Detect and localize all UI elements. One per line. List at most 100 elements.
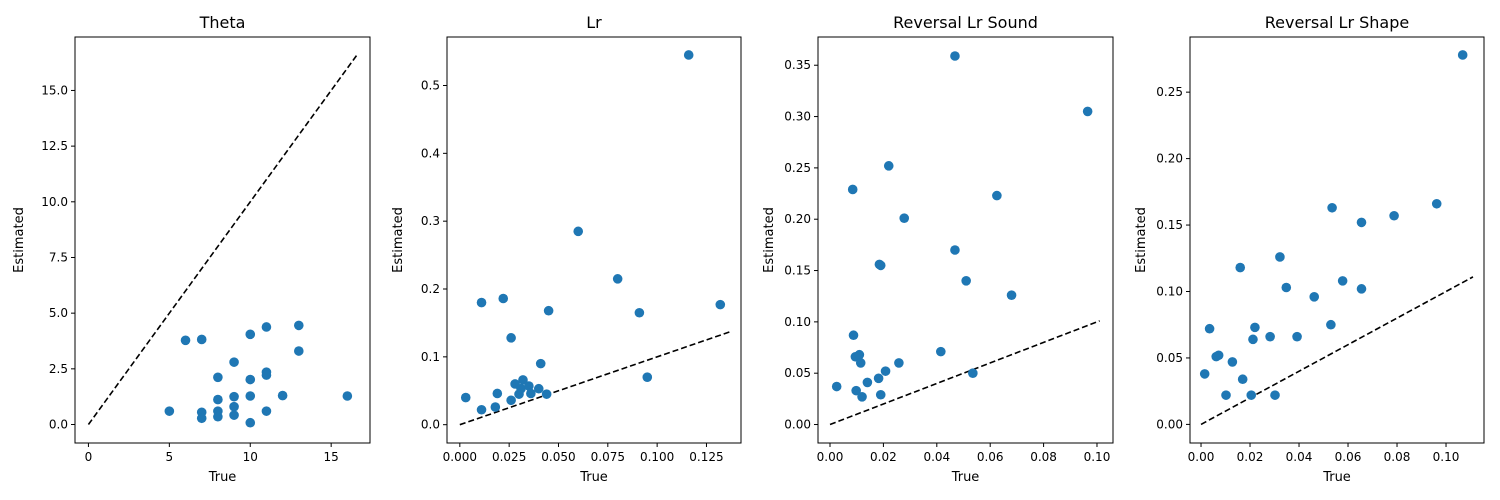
panel-title: Lr (586, 13, 602, 32)
x-tick-label: 5 (166, 450, 174, 464)
axes-frame (1189, 36, 1485, 444)
scatter-panel: Theta 0 5 10 15 0.0 2.5 5.0 7.5 10.0 12.5 15.0 True E… (12, 13, 371, 485)
data-point (992, 190, 1002, 201)
x-tick-label: 10 (243, 450, 258, 464)
x-tick-label: 0.050 (541, 450, 575, 464)
data-point (196, 334, 207, 345)
y-tick-label: 0.3 (421, 214, 440, 228)
x-tick-label: 15 (324, 450, 339, 464)
data-point (490, 402, 501, 412)
x-tick-label: 0.00 (1188, 450, 1215, 464)
y-tick-label: 12.5 (41, 139, 68, 153)
data-point (229, 357, 239, 367)
data-point (1082, 106, 1093, 117)
data-point (936, 346, 946, 357)
x-tick-label: 0.000 (443, 450, 477, 464)
identity-line (829, 320, 1100, 426)
axes-frame (446, 36, 742, 444)
data-point (883, 161, 894, 171)
panel-title: Reversal Lr Sound (893, 13, 1038, 32)
data-point (524, 381, 534, 391)
data-point (245, 417, 256, 428)
data-point (229, 410, 239, 420)
data-point (1309, 292, 1320, 302)
data-point (1327, 202, 1337, 213)
data-point (573, 226, 584, 237)
data-point (526, 388, 536, 399)
data-point (1248, 334, 1258, 345)
x-tick-label: 0.125 (689, 450, 723, 464)
y-tick-label: 10.0 (41, 195, 68, 209)
data-point (1227, 357, 1238, 367)
y-tick-label: 0.1 (421, 350, 440, 364)
x-tick-label: 0.10 (1433, 450, 1460, 464)
data-point (277, 390, 288, 401)
data-point (476, 404, 487, 415)
data-point (848, 330, 859, 341)
y-tick-label: 0.35 (784, 58, 811, 72)
y-tick-label: 0.05 (1156, 351, 1183, 365)
data-point (1199, 369, 1210, 379)
x-tick-label: 0.00 (817, 450, 844, 464)
identity-line (87, 54, 358, 425)
y-tick-label: 0.20 (784, 212, 811, 226)
data-point (229, 391, 239, 402)
data-point (229, 401, 239, 412)
y-tick-label: 0.25 (784, 161, 811, 175)
data-point (1457, 50, 1468, 60)
y-tick-label: 0.4 (421, 146, 440, 160)
data-point (1270, 390, 1280, 400)
data-point (1431, 198, 1442, 209)
y-tick-label: 0.00 (1156, 417, 1183, 431)
data-point (261, 322, 272, 332)
data-point (715, 299, 726, 310)
y-axis-label: Estimated (12, 207, 27, 273)
x-tick-label: 0.025 (492, 450, 526, 464)
data-point (535, 358, 546, 369)
data-point (873, 373, 884, 384)
data-point (180, 335, 191, 346)
y-axis-label: Estimated (762, 207, 777, 273)
x-tick-label: 0 (85, 450, 93, 464)
data-point (293, 346, 304, 356)
data-point (245, 391, 256, 401)
data-point (261, 370, 272, 380)
data-point (1235, 262, 1246, 273)
data-point (1006, 290, 1017, 300)
x-tick-label: 0.08 (1384, 450, 1411, 464)
data-point (541, 389, 552, 399)
data-point (506, 333, 516, 343)
y-tick-label: 15.0 (41, 83, 68, 97)
data-point (961, 276, 971, 286)
y-tick-label: 2.5 (49, 362, 68, 376)
x-axis-label: True (208, 470, 237, 485)
data-point (506, 395, 516, 406)
data-point (1221, 390, 1231, 400)
scatter-panel: Reversal Lr Sound 0.00 0.02 0.04 0.06 0.08 0.1… (762, 13, 1114, 485)
data-point (498, 293, 509, 304)
data-point (862, 377, 873, 388)
y-tick-label: 0.10 (1156, 284, 1183, 298)
x-axis-label: True (1322, 470, 1351, 485)
data-point (1204, 323, 1215, 334)
data-point (543, 305, 554, 316)
data-point (245, 374, 256, 385)
data-point (894, 358, 904, 368)
data-point (880, 366, 891, 376)
data-point (213, 372, 223, 383)
y-tick-label: 0.2 (421, 282, 440, 296)
y-tick-label: 0.5 (421, 79, 440, 93)
data-point (1389, 210, 1399, 221)
data-point (1213, 350, 1224, 361)
x-tick-label: 0.06 (1335, 450, 1362, 464)
data-point (950, 245, 960, 255)
x-axis-label: True (951, 470, 980, 485)
data-point (1292, 331, 1302, 342)
data-point (293, 320, 304, 331)
x-tick-label: 0.06 (977, 450, 1004, 464)
data-point (851, 385, 861, 396)
x-tick-label: 0.04 (1286, 450, 1313, 464)
y-axis-label: Estimated (391, 207, 406, 273)
data-point (518, 375, 528, 385)
